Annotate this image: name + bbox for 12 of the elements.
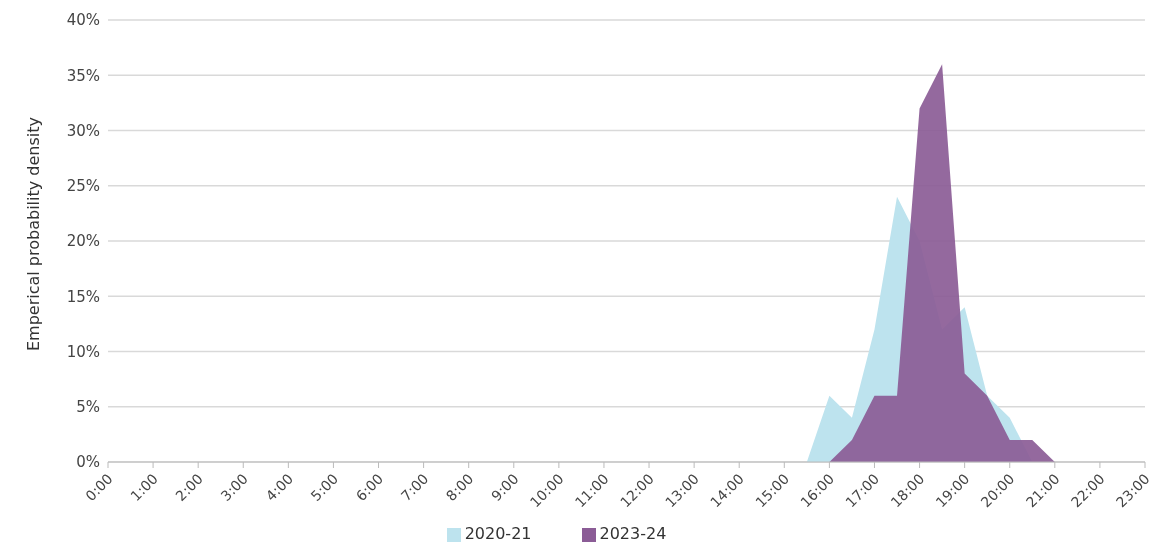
y-tick-label: 30% <box>66 121 100 140</box>
y-tick-label: 40% <box>66 11 100 30</box>
y-tick-label: 5% <box>76 398 100 417</box>
y-tick-label: 15% <box>66 287 100 306</box>
y-tick-label: 25% <box>66 177 100 196</box>
y-axis-title: Emperical probability density <box>23 117 43 351</box>
y-tick-label: 0% <box>76 453 100 472</box>
y-tick-label: 35% <box>66 66 100 85</box>
legend-label: 2023-24 <box>599 524 667 543</box>
y-tick-label: 20% <box>66 232 100 251</box>
legend-label: 2020-21 <box>464 524 532 543</box>
y-tick-label: 10% <box>66 342 100 361</box>
